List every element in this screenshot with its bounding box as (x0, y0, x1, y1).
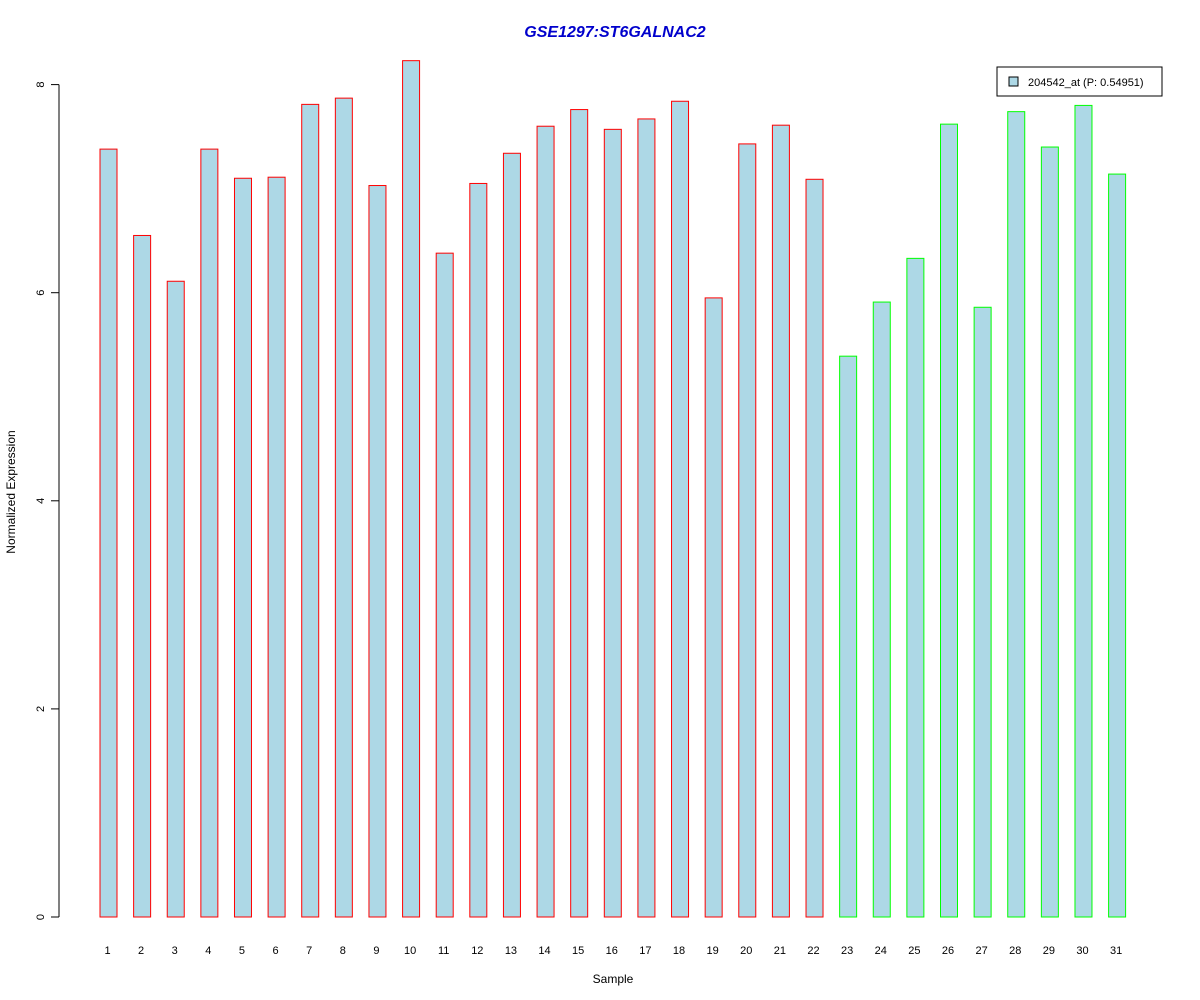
bar (704, 297, 723, 918)
legend: 204542_at (P: 0.54951) (996, 66, 1163, 97)
bar (368, 185, 387, 918)
x-tick-label: 15 (572, 945, 584, 957)
bar (301, 103, 320, 918)
x-tick-label: 24 (875, 945, 887, 957)
x-tick-label: 31 (1110, 945, 1122, 957)
x-tick-label: 19 (707, 945, 719, 957)
bar (570, 109, 589, 918)
bar (233, 177, 252, 918)
x-tick-label: 26 (942, 945, 954, 957)
legend-swatch (1008, 76, 1019, 87)
bar (1007, 111, 1026, 918)
x-tick-label: 3 (172, 945, 178, 957)
x-tick-label: 10 (404, 945, 416, 957)
x-tick-label: 11 (438, 945, 449, 957)
y-tick-label: 4 (35, 498, 47, 504)
x-tick-label: 18 (673, 945, 685, 957)
bar (267, 176, 286, 918)
legend-label: 204542_at (P: 0.54951) (1028, 77, 1144, 89)
legend-box (996, 66, 1163, 97)
bar (133, 234, 152, 918)
y-axis-title: Normalized Expression (4, 430, 18, 553)
x-tick-label: 9 (373, 945, 379, 957)
bar (1040, 146, 1059, 918)
bar (334, 97, 353, 918)
x-tick-label: 8 (340, 945, 346, 957)
bar (469, 182, 488, 918)
x-tick-label: 22 (807, 945, 819, 957)
bar (872, 301, 891, 918)
x-tick-label: 28 (1009, 945, 1021, 957)
x-axis-title: Sample (593, 972, 634, 986)
y-tick-label: 2 (35, 706, 47, 712)
bar (839, 355, 858, 918)
x-tick-label: 25 (908, 945, 920, 957)
bar (738, 143, 757, 918)
bar (99, 148, 118, 918)
x-tick-label: 14 (538, 945, 550, 957)
x-tick-label: 17 (639, 945, 651, 957)
x-tick-label: 16 (606, 945, 618, 957)
bar (805, 178, 824, 918)
bar (771, 124, 790, 918)
y-tick-label: 8 (35, 82, 47, 88)
y-tick-label: 0 (35, 914, 47, 920)
x-tick-label: 21 (774, 945, 786, 957)
bar (603, 128, 622, 918)
chart-title: GSE1297:ST6GALNAC2 (524, 24, 705, 41)
x-tick-label: 4 (205, 945, 211, 957)
x-tick-label: 29 (1043, 945, 1055, 957)
bars-group (99, 60, 1127, 918)
bar (200, 148, 219, 918)
x-tick-label: 23 (841, 945, 853, 957)
x-tick-label: 13 (505, 945, 517, 957)
x-tick-label: 6 (273, 945, 279, 957)
x-tick-label: 5 (239, 945, 245, 957)
bar (637, 118, 656, 918)
x-tick-label: 7 (306, 945, 312, 957)
x-tick-label: 20 (740, 945, 752, 957)
x-tick-label: 30 (1076, 945, 1088, 957)
bar (402, 60, 421, 918)
bar (671, 100, 690, 918)
x-tick-label: 27 (975, 945, 987, 957)
y-tick-label: 6 (35, 290, 47, 296)
bar (1108, 173, 1127, 918)
bar (502, 152, 521, 918)
bar (940, 123, 958, 918)
x-tick-label: 1 (104, 945, 110, 957)
bar (1074, 104, 1093, 918)
bar (435, 252, 454, 918)
x-tick-label: 12 (471, 945, 483, 957)
bar (536, 125, 555, 918)
x-tick-label: 2 (138, 945, 144, 957)
y-axis: 0 2 4 6 8 (35, 82, 60, 920)
bar (906, 257, 925, 918)
x-tick-labels: 1 2 3 4 5 6 7 8 9 10 11 12 13 14 15 16 17 18 19 20 21 22 23 24 2… (104, 945, 1122, 957)
bar (166, 280, 185, 918)
bar (973, 306, 992, 918)
